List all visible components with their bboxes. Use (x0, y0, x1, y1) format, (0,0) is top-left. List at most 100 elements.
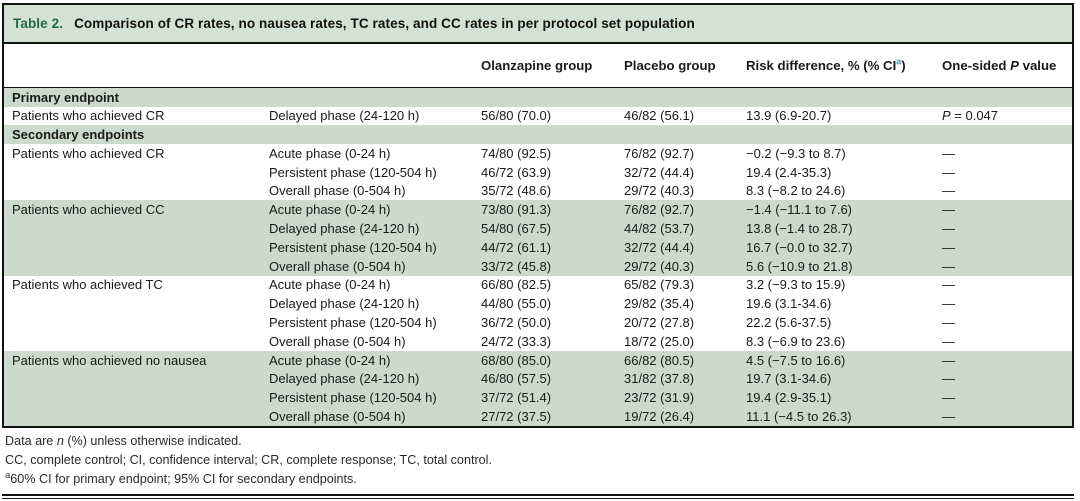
phase-cell: Acute phase (0-24 h) (269, 352, 391, 368)
footnote1-post: (%) unless otherwise indicated. (63, 433, 242, 448)
endpoint-cell: Patients who achieved TC (12, 277, 163, 293)
placebo-cell: 44/82 (53.7) (624, 221, 695, 237)
olanzapine-cell: 73/80 (91.3) (481, 202, 552, 218)
risk-difference-cell: 19.4 (2.4-35.3) (746, 164, 832, 180)
header-pvalue-col: One-sided P value (942, 58, 1072, 73)
table-row: Persistent phase (120-504 h) 46/72 (63.9)… (4, 163, 1072, 182)
placebo-cell: 76/82 (92.7) (624, 145, 695, 161)
phase-cell: Acute phase (0-24 h) (269, 202, 391, 218)
phase-cell: Delayed phase (24-120 h) (269, 371, 420, 387)
table-row: Persistent phase (120-504 h) 36/72 (50.0)… (4, 313, 1072, 332)
placebo-cell: 76/82 (92.7) (624, 202, 695, 218)
risk-difference-cell: −0.2 (−9.3 to 8.7) (746, 145, 846, 161)
footnote-a-marker: a (5, 469, 11, 481)
placebo-cell: 18/72 (25.0) (624, 333, 695, 349)
risk-col-close: ) (901, 58, 906, 73)
pvalue-cell: — (942, 296, 955, 312)
risk-difference-cell: 19.4 (2.9-35.1) (746, 390, 832, 406)
placebo-cell: 20/72 (27.8) (624, 315, 695, 331)
pvalue-col-p-italic: P (1010, 58, 1019, 73)
phase-cell: Overall phase (0-504 h) (269, 409, 406, 425)
pvalue-cell: — (942, 258, 955, 274)
olanzapine-cell: 74/80 (92.5) (481, 145, 552, 161)
risk-difference-cell: −1.4 (−11.1 to 7.6) (746, 202, 852, 218)
olanzapine-cell: 27/72 (37.5) (481, 409, 552, 425)
olanzapine-cell: 33/72 (45.8) (481, 258, 552, 274)
footnote-ci-note: a60% CI for primary endpoint; 95% CI for… (5, 470, 1074, 489)
risk-difference-cell: 22.2 (5.6-37.5) (746, 315, 832, 331)
table-row: Patients who achieved CR Delayed phase (2… (4, 107, 1072, 126)
endpoint-cell: Patients who achieved CR (12, 108, 165, 124)
placebo-cell: 29/82 (35.4) (624, 296, 695, 312)
risk-difference-cell: 19.7 (3.1-34.6) (746, 371, 832, 387)
footnote-abbreviations: CC, complete control; CI, confidence int… (5, 452, 492, 467)
endpoint-cell: Patients who achieved no nausea (12, 352, 207, 368)
risk-col-text: Risk difference, % (% CI (746, 58, 897, 73)
pvalue-p-italic: P (942, 108, 951, 124)
olanzapine-cell: 66/80 (82.5) (481, 277, 552, 293)
risk-difference-cell: 11.1 (−4.5 to 26.3) (746, 409, 852, 425)
phase-cell: Delayed phase (24-120 h) (269, 296, 420, 312)
pvalue-cell: — (942, 409, 955, 425)
section-header-row: Secondary endpoints (4, 125, 1072, 144)
table-row: Overall phase (0-504 h) 27/72 (37.5) 19/72… (4, 407, 1072, 426)
phase-cell: Persistent phase (120-504 h) (269, 390, 437, 406)
phase-cell: Delayed phase (24-120 h) (269, 221, 420, 237)
phase-cell: Overall phase (0-504 h) (269, 183, 406, 199)
bottom-rule-thin (2, 498, 1074, 500)
table-header-row: Olanzapine group Placebo group Risk diff… (4, 44, 1072, 88)
risk-difference-cell: 4.5 (−7.5 to 16.6) (746, 352, 846, 368)
pvalue-cell: — (942, 239, 955, 255)
footnote-a-text: 60% CI for primary endpoint; 95% CI for … (10, 471, 357, 486)
phase-cell: Delayed phase (24-120 h) (269, 108, 420, 124)
placebo-cell: 66/82 (80.5) (624, 352, 695, 368)
footnote1-pre: Data are (5, 433, 57, 448)
bottom-rule-thick (2, 493, 1074, 496)
placebo-cell: 46/82 (56.1) (624, 108, 695, 124)
table-row: Delayed phase (24-120 h) 54/80 (67.5) 44/8… (4, 219, 1072, 238)
olanzapine-cell: 24/72 (33.3) (481, 333, 552, 349)
risk-difference-cell: 8.3 (−6.9 to 23.6) (746, 333, 846, 349)
table-row: Persistent phase (120-504 h) 37/72 (51.4)… (4, 388, 1072, 408)
olanzapine-cell: 44/72 (61.1) (481, 239, 552, 255)
header-risk-difference-col: Risk difference, % (% CIa) (746, 58, 942, 73)
table-caption-label: Table 2. (13, 16, 64, 31)
table-row: Patients who achieved CR Acute phase (0-2… (4, 144, 1072, 163)
footnote1-n-italic: n (56, 433, 64, 448)
table-row: Overall phase (0-504 h) 24/72 (33.3) 18/72… (4, 332, 1072, 351)
pvalue-cell: — (942, 202, 955, 218)
table-row: Delayed phase (24-120 h) 46/80 (57.5) 31/8… (4, 369, 1072, 389)
table-row: Patients who achieved TC Acute phase (0-2… (4, 276, 1072, 295)
phase-cell: Persistent phase (120-504 h) (269, 239, 437, 255)
pvalue-cell: P = 0.047 (942, 108, 999, 124)
olanzapine-cell: 68/80 (85.0) (481, 352, 552, 368)
risk-difference-cell: 8.3 (−8.2 to 24.6) (746, 183, 846, 199)
phase-cell: Persistent phase (120-504 h) (269, 315, 437, 331)
table-row: Overall phase (0-504 h) 33/72 (45.8) 29/72… (4, 256, 1072, 276)
section-header-row: Primary endpoint (4, 88, 1072, 107)
pvalue-cell: — (942, 333, 955, 349)
phase-cell: Acute phase (0-24 h) (269, 145, 391, 161)
olanzapine-cell: 37/72 (51.4) (481, 390, 552, 406)
olanzapine-cell: 36/72 (50.0) (481, 315, 552, 331)
pvalue-cell: — (942, 390, 955, 406)
pvalue-cell: — (942, 221, 955, 237)
pvalue-cell: — (942, 183, 955, 199)
pvalue-cell: — (942, 164, 955, 180)
risk-difference-cell: 3.2 (−9.3 to 15.9) (746, 277, 846, 293)
placebo-cell: 65/82 (79.3) (624, 277, 695, 293)
pvalue-cell: — (942, 277, 955, 293)
pvalue-cell: — (942, 352, 955, 368)
placebo-cell: 32/72 (44.4) (624, 164, 695, 180)
table-row: Persistent phase (120-504 h) 44/72 (61.1)… (4, 237, 1072, 257)
table-caption-text: Comparison of CR rates, no nausea rates,… (74, 16, 695, 31)
risk-difference-cell: 16.7 (−0.0 to 32.7) (746, 239, 853, 255)
olanzapine-cell: 56/80 (70.0) (481, 108, 552, 124)
table-2: Table 2. Comparison of CR rates, no naus… (2, 3, 1074, 428)
olanzapine-cell: 44/80 (55.0) (481, 296, 552, 312)
header-placebo-col: Placebo group (624, 58, 716, 73)
risk-difference-cell: 19.6 (3.1-34.6) (746, 296, 832, 312)
placebo-cell: 32/72 (44.4) (624, 239, 695, 255)
olanzapine-cell: 35/72 (48.6) (481, 183, 552, 199)
placebo-cell: 23/72 (31.9) (624, 390, 695, 406)
